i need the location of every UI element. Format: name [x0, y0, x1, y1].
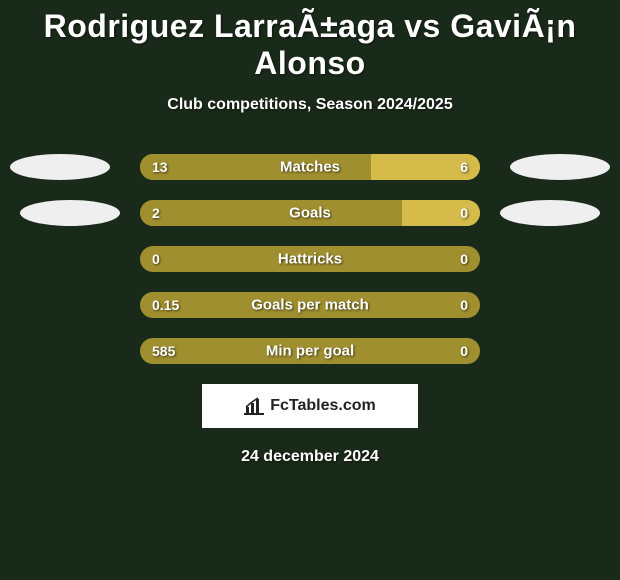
stat-value-left: 0 — [152, 251, 160, 267]
stat-value-right: 6 — [460, 159, 468, 175]
stats-area: Matches136Goals20Hattricks00Goals per ma… — [0, 154, 620, 364]
stat-row: Min per goal 585 0 — [0, 338, 620, 364]
stat-value-left: 585 — [152, 343, 175, 359]
stat-label: Goals per match — [251, 297, 369, 314]
stat-label: Matches — [280, 159, 340, 176]
stat-label: Hattricks — [278, 251, 342, 268]
brand-box: FcTables.com — [202, 384, 418, 428]
stat-value-left: 0.15 — [152, 297, 179, 313]
stat-bar: Goals 2 0 — [140, 200, 480, 226]
stat-row: Matches 13 6 — [0, 154, 620, 180]
stat-bar: Min per goal 585 0 — [140, 338, 480, 364]
stat-label: Min per goal — [266, 343, 354, 360]
date-text: 24 december 2024 — [0, 448, 620, 466]
stat-bar: Matches 13 6 — [140, 154, 480, 180]
stat-row: Goals per match 0.15 0 — [0, 292, 620, 318]
stat-bar: Goals per match 0.15 0 — [140, 292, 480, 318]
page-title: Rodriguez LarraÃ±aga vs GaviÃ¡n Alonso — [0, 0, 620, 82]
page-subtitle: Club competitions, Season 2024/2025 — [0, 96, 620, 114]
stat-value-right: 0 — [460, 297, 468, 313]
stat-value-left: 2 — [152, 205, 160, 221]
stat-bar-right — [402, 200, 480, 226]
brand-chart-icon — [244, 397, 264, 415]
stat-label: Goals — [289, 205, 331, 222]
stat-row: Hattricks 0 0 — [0, 246, 620, 272]
stat-bar-left — [140, 200, 402, 226]
stat-value-left: 13 — [152, 159, 168, 175]
stat-value-right: 0 — [460, 205, 468, 221]
stat-bar: Hattricks 0 0 — [140, 246, 480, 272]
brand-text: FcTables.com — [270, 397, 376, 415]
stat-value-right: 0 — [460, 343, 468, 359]
stat-value-right: 0 — [460, 251, 468, 267]
stat-row: Goals 2 0 — [0, 200, 620, 226]
